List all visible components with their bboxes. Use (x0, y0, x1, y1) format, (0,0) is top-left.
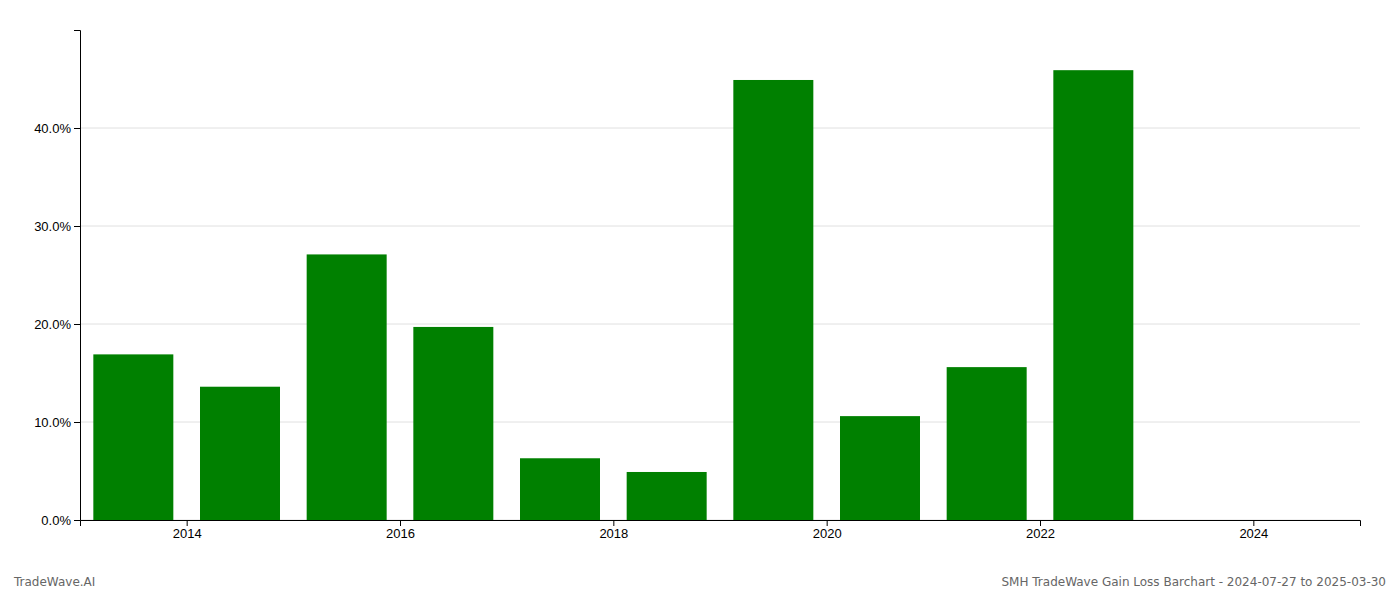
y-tick-label: 30.0% (34, 219, 71, 234)
grid-line (80, 128, 1360, 129)
x-tick-label: 2024 (1239, 526, 1268, 541)
x-tick-label: 2014 (173, 526, 202, 541)
y-tick: 0.0% (41, 513, 80, 528)
x-tick: 2016 (386, 520, 415, 541)
y-tick-mark (74, 422, 80, 423)
x-tick-mark (1253, 520, 1254, 526)
x-tick: 2024 (1239, 520, 1268, 541)
bar (947, 367, 1027, 520)
y-tick: 10.0% (34, 415, 80, 430)
x-tick-label: 2020 (813, 526, 842, 541)
bar (1160, 520, 1240, 521)
grid (80, 128, 1360, 520)
y-axis: 0.0% 10.0% 20.0% 30.0% 40.0% (34, 31, 80, 528)
x-tick-mark (400, 520, 401, 526)
x-tick: 2014 (173, 520, 202, 541)
bar (520, 458, 600, 520)
bar (413, 327, 493, 520)
x-tick: 2018 (599, 520, 628, 541)
plot: 2014 2016 2018 2020 2022 2024 0.0% 10.0% 20.0% 30… (34, 31, 1360, 542)
y-tick-label: 0.0% (41, 513, 71, 528)
x-tick-mark (187, 520, 188, 526)
grid-line (80, 226, 1360, 227)
grid-line (80, 324, 1360, 325)
y-tick-mark (74, 520, 80, 521)
y-tick: 30.0% (34, 219, 80, 234)
chart: 2014 2016 2018 2020 2022 2024 0.0% 10.0% 20.0% 30… (0, 0, 1400, 600)
bar (733, 80, 813, 520)
x-tick-label: 2016 (386, 526, 415, 541)
x-tick: 2020 (813, 520, 842, 541)
y-tick-label: 10.0% (34, 415, 71, 430)
x-tick-mark (613, 520, 614, 526)
bar (307, 254, 387, 520)
y-tick-label: 20.0% (34, 317, 71, 332)
annotation: TradeWave.AI (13, 575, 95, 589)
y-tick-mark (74, 324, 80, 325)
title: SMH TradeWave Gain Loss Barchart - 2024-… (1001, 575, 1386, 589)
x-tick-label: 2018 (599, 526, 628, 541)
x-tick-label: 2022 (1026, 526, 1055, 541)
footer: TradeWave.AI SMH TradeWave Gain Loss Barc… (13, 575, 1386, 589)
x-tick-mark (1040, 520, 1041, 526)
y-tick-mark (74, 226, 80, 227)
bar (200, 387, 280, 520)
bar (840, 416, 920, 520)
y-tick: 40.0% (34, 121, 80, 136)
x-tick-mark (827, 520, 828, 526)
bar (1053, 70, 1133, 520)
y-tick: 20.0% (34, 317, 80, 332)
bar (93, 354, 173, 520)
y-tick-label: 40.0% (34, 121, 71, 136)
y-axis-line (74, 31, 81, 521)
x-axis: 2014 2016 2018 2020 2022 2024 (81, 520, 1361, 541)
y-tick-mark (74, 128, 80, 129)
x-tick: 2022 (1026, 520, 1055, 541)
bars (93, 70, 1133, 520)
bar (627, 472, 707, 520)
x-axis-line (81, 521, 1361, 527)
